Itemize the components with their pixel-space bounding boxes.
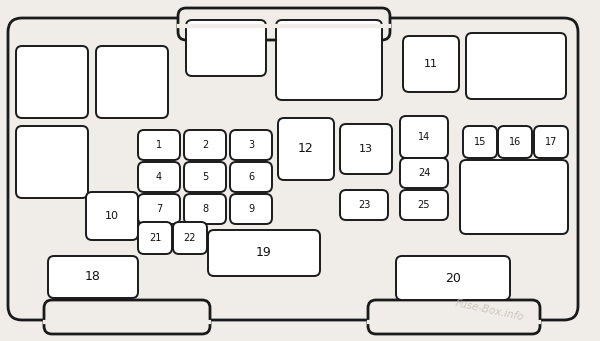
FancyBboxPatch shape xyxy=(460,160,568,234)
Text: 10: 10 xyxy=(105,211,119,221)
FancyBboxPatch shape xyxy=(173,222,207,254)
FancyBboxPatch shape xyxy=(230,194,272,224)
PathPatch shape xyxy=(44,300,210,334)
Text: 18: 18 xyxy=(85,270,101,283)
Text: 7: 7 xyxy=(156,204,162,214)
FancyBboxPatch shape xyxy=(230,162,272,192)
FancyBboxPatch shape xyxy=(16,126,88,198)
PathPatch shape xyxy=(368,300,540,334)
Text: 17: 17 xyxy=(545,137,557,147)
Text: 8: 8 xyxy=(202,204,208,214)
PathPatch shape xyxy=(8,18,578,320)
PathPatch shape xyxy=(178,8,390,40)
FancyBboxPatch shape xyxy=(403,36,459,92)
FancyBboxPatch shape xyxy=(138,194,180,224)
FancyBboxPatch shape xyxy=(186,20,266,76)
FancyBboxPatch shape xyxy=(184,194,226,224)
Text: 16: 16 xyxy=(509,137,521,147)
FancyBboxPatch shape xyxy=(463,126,497,158)
FancyBboxPatch shape xyxy=(396,256,510,300)
FancyBboxPatch shape xyxy=(400,158,448,188)
FancyBboxPatch shape xyxy=(278,118,334,180)
Text: 14: 14 xyxy=(418,132,430,142)
Text: 15: 15 xyxy=(474,137,486,147)
Text: 6: 6 xyxy=(248,172,254,182)
Text: 25: 25 xyxy=(418,200,430,210)
Text: 19: 19 xyxy=(256,247,272,260)
FancyBboxPatch shape xyxy=(276,20,382,100)
Text: 24: 24 xyxy=(418,168,430,178)
FancyBboxPatch shape xyxy=(466,33,566,99)
FancyBboxPatch shape xyxy=(184,162,226,192)
FancyBboxPatch shape xyxy=(400,190,448,220)
FancyBboxPatch shape xyxy=(230,130,272,160)
Text: 5: 5 xyxy=(202,172,208,182)
FancyBboxPatch shape xyxy=(534,126,568,158)
FancyBboxPatch shape xyxy=(86,192,138,240)
FancyBboxPatch shape xyxy=(184,130,226,160)
Text: 11: 11 xyxy=(424,59,438,69)
Text: 20: 20 xyxy=(445,271,461,284)
Text: 1: 1 xyxy=(156,140,162,150)
Text: 21: 21 xyxy=(149,233,161,243)
Text: 3: 3 xyxy=(248,140,254,150)
FancyBboxPatch shape xyxy=(138,130,180,160)
Text: 13: 13 xyxy=(359,144,373,154)
FancyBboxPatch shape xyxy=(498,126,532,158)
Text: 9: 9 xyxy=(248,204,254,214)
FancyBboxPatch shape xyxy=(48,256,138,298)
FancyBboxPatch shape xyxy=(96,46,168,118)
Text: Fuse-Box.info: Fuse-Box.info xyxy=(455,298,526,322)
FancyBboxPatch shape xyxy=(16,46,88,118)
FancyBboxPatch shape xyxy=(340,190,388,220)
FancyBboxPatch shape xyxy=(208,230,320,276)
FancyBboxPatch shape xyxy=(138,222,172,254)
FancyBboxPatch shape xyxy=(400,116,448,158)
Text: 4: 4 xyxy=(156,172,162,182)
FancyBboxPatch shape xyxy=(138,162,180,192)
Text: 22: 22 xyxy=(184,233,196,243)
Text: 23: 23 xyxy=(358,200,370,210)
Text: 2: 2 xyxy=(202,140,208,150)
Text: 12: 12 xyxy=(298,143,314,155)
FancyBboxPatch shape xyxy=(340,124,392,174)
